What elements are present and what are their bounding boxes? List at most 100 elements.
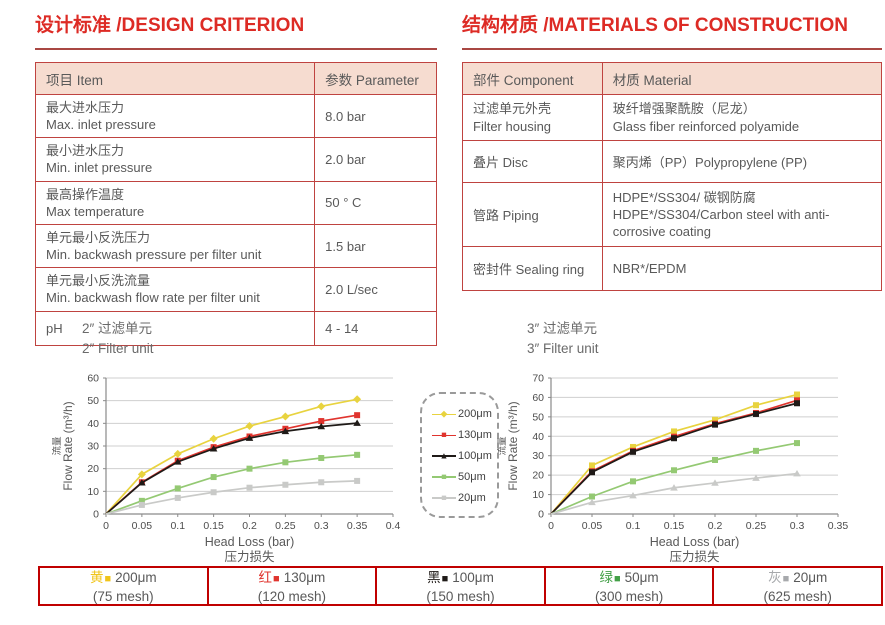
svg-text:50: 50 (87, 395, 99, 407)
micron-size: 20μm (793, 570, 828, 585)
svg-text:50: 50 (532, 411, 544, 423)
legend-item: ■ 20μm (432, 488, 489, 507)
svg-text:0: 0 (538, 509, 544, 521)
legend-item: ▲ 100μm (432, 446, 492, 465)
table-row: 过滤单元外壳 Filter housing 玻纤增强聚酰胺（尼龙） Glass fi… (462, 94, 883, 141)
legend-label: 100μm (458, 449, 492, 462)
legend-label: 50μm (458, 470, 486, 483)
color-tag: 红 (258, 570, 273, 585)
legend-item: ■ 130μm (432, 426, 492, 445)
legend-item: ■ 50μm (432, 467, 489, 486)
svg-text:0.2: 0.2 (242, 520, 257, 532)
svg-text:0.15: 0.15 (664, 520, 685, 532)
legend-cell-130um: 红■ 130μm (120 mesh) (209, 568, 378, 604)
mesh-size: (625 mesh) (763, 588, 832, 604)
micron-size: 100μm (452, 570, 494, 585)
svg-text:0: 0 (103, 520, 109, 532)
row-value: 8.0 bar (314, 93, 437, 139)
legend-item: ◆ 200μm (432, 405, 492, 424)
color-swatch-icon: ■ (104, 573, 112, 585)
color-tag: 灰 (768, 570, 782, 585)
table-row: 密封件 Sealing ring NBR*/EPDM (462, 246, 883, 291)
svg-text:Flow Rate (m³/h): Flow Rate (m³/h) (506, 401, 520, 490)
svg-text:10: 10 (532, 489, 544, 501)
legend-label: 200μm (458, 408, 492, 421)
svg-text:20: 20 (87, 463, 99, 475)
table-row: 最大进水压力 Max. inlet pressure 8.0 bar (34, 93, 437, 139)
svg-text:压力损失: 压力损失 (224, 549, 275, 564)
mesh-size: (300 mesh) (594, 588, 664, 604)
row-value: 50 ° C (314, 180, 437, 225)
right-chart-title-en: 3″ Filter unit (527, 340, 599, 356)
svg-text:0.35: 0.35 (347, 520, 368, 532)
table-row: pH 4 - 14 (34, 310, 437, 346)
component: 密封件 Sealing ring (462, 246, 603, 291)
svg-text:流量: 流量 (497, 436, 508, 456)
micron-size: 50μm (624, 570, 659, 585)
svg-text:70: 70 (532, 373, 544, 385)
row-value: 2.0 bar (314, 137, 437, 182)
table-row: 单元最小反洗流量 Min. backwash flow rate per filt… (34, 267, 437, 312)
svg-text:0.3: 0.3 (314, 520, 329, 532)
design-criterion-table: 项目 Item 参数 Parameter 最大进水压力 Max. inlet pr… (34, 62, 437, 346)
legend-cell-50um: 绿■ 50μm (300 mesh) (546, 568, 715, 604)
legend-marker-icon: ■ (432, 430, 456, 440)
row-value: 1.5 bar (314, 223, 437, 269)
mesh-size-legend-bar: 黄■ 200μm (75 mesh) 红■ 130μm (120 mesh) 黑■ 1… (38, 566, 883, 606)
row-label-en: Min. backwash flow rate per filter unit (46, 290, 260, 306)
svg-text:0.1: 0.1 (170, 520, 185, 532)
legend-marker-icon: ◆ (432, 409, 456, 419)
row-value: 2.0 L/sec (314, 267, 437, 312)
svg-text:30: 30 (532, 450, 544, 462)
mesh-size: (120 mesh) (257, 588, 327, 604)
row-label-en: Min. inlet pressure (46, 160, 153, 176)
mesh-size: (75 mesh) (92, 588, 154, 604)
right-chart-title: 3″ 过滤单元 3″ Filter unit (527, 319, 599, 358)
svg-text:0.25: 0.25 (746, 520, 767, 532)
row-label-en: Max temperature (46, 203, 145, 219)
svg-text:0.25: 0.25 (275, 520, 296, 532)
table-row: 单元最小反洗压力 Min. backwash pressure per filte… (34, 223, 437, 269)
table-row: 最高操作温度 Max temperature 50 ° C (34, 180, 437, 225)
component: 管路 Piping (462, 182, 603, 247)
legend-label: 20μm (458, 491, 486, 504)
left-chart-title-zh: 2″ 过滤单元 (82, 321, 153, 336)
table-header-row: 部件 Component 材质 Material (462, 62, 883, 95)
design-criterion-heading: 设计标准 /DESIGN CRITERION (35, 10, 437, 50)
legend-cell-20um: 灰■ 20μm (625 mesh) (714, 568, 881, 604)
component-en: Filter housing (473, 118, 552, 134)
table-row: 管路 Piping HDPE*/SS304/ 碳钢防腐 HDPE*/SS304/C… (462, 182, 883, 247)
column-header-material: 材质 Material (601, 62, 883, 95)
svg-text:0: 0 (93, 509, 99, 521)
legend-cell-200um: 黄■ 200μm (75 mesh) (40, 568, 209, 604)
material-en: Glass fiber reinforced polyamide (612, 118, 800, 134)
color-swatch-icon: ■ (273, 573, 280, 585)
material-en: HDPE*/SS304/Carbon steel with anti-corro… (612, 206, 830, 240)
micron-size: 130μm (283, 570, 326, 585)
chart-legend-box: ◆ 200μm ■ 130μm ▲ 100μm ■ 50μm ■ 20μm (420, 392, 499, 518)
left-chart-title: 2″ 过滤单元 2″ Filter unit (82, 319, 154, 358)
svg-text:60: 60 (532, 392, 544, 404)
row-label-zh: 单元最小反洗压力 (46, 229, 151, 245)
material-zh: HDPE*/SS304/ 碳钢防腐 (612, 189, 756, 205)
component: 叠片 Disc (462, 140, 603, 183)
svg-text:20: 20 (532, 470, 544, 482)
legend-label: 130μm (458, 429, 492, 442)
materials-heading: 结构材质 /MATERIALS OF CONSTRUCTION (462, 10, 882, 50)
materials-table: 部件 Component 材质 Material 过滤单元外壳 Filter ho… (462, 62, 883, 291)
color-swatch-icon: ■ (782, 573, 790, 585)
svg-text:0: 0 (548, 520, 554, 532)
svg-text:40: 40 (532, 431, 544, 443)
svg-text:0.2: 0.2 (708, 520, 723, 532)
color-swatch-icon: ■ (441, 573, 449, 585)
svg-text:0.05: 0.05 (582, 520, 603, 532)
svg-text:Head Loss (bar): Head Loss (bar) (205, 535, 295, 549)
legend-marker-icon: ■ (432, 492, 456, 503)
svg-text:0.1: 0.1 (626, 520, 641, 532)
table-row: 最小进水压力 Min. inlet pressure 2.0 bar (34, 137, 437, 182)
svg-text:Head Loss (bar): Head Loss (bar) (650, 535, 740, 549)
row-label-ph: pH (46, 320, 63, 336)
row-label-en: Max. inlet pressure (46, 117, 156, 133)
svg-text:0.35: 0.35 (828, 520, 849, 532)
component-zh: 过滤单元外壳 (473, 101, 552, 117)
